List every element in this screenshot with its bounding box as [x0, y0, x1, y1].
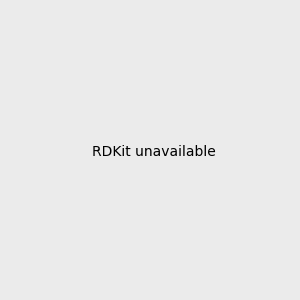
Text: RDKit unavailable: RDKit unavailable [92, 145, 216, 158]
